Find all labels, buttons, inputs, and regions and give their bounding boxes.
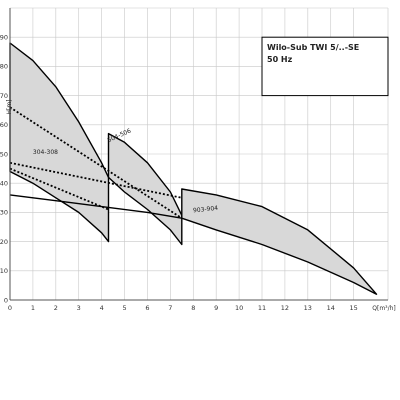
y-axis-label: H[m] <box>6 99 13 114</box>
tick-labels: 0 1 2 3 4 5 6 7 8 9 10 11 12 13 14 15010203040506070809… <box>0 34 358 313</box>
x-tick-label: 6 <box>145 304 149 312</box>
legend-title: Wilo-Sub TWI 5/..-SE <box>267 43 359 52</box>
bottom-envelope-line <box>9 194 182 219</box>
legend-box: Wilo-Sub TWI 5/..-SE 50 Hz <box>261 36 389 97</box>
x-tick-label: 15 <box>349 304 357 312</box>
x-tick-label: 12 <box>281 304 289 312</box>
x-axis-label: Q[m³/h] <box>372 305 395 312</box>
x-tick-label: 2 <box>54 304 58 312</box>
y-tick-label: 10 <box>0 267 8 275</box>
x-tick-label: 8 <box>191 304 195 312</box>
y-tick-label: 70 <box>0 92 8 100</box>
x-tick-label: 3 <box>77 304 81 312</box>
x-tick-label: 10 <box>235 304 243 312</box>
series-label-903-904: 903-904 <box>193 205 219 215</box>
series-area-903-904 <box>181 188 378 295</box>
legend-frame <box>261 36 389 97</box>
y-tick-label: 80 <box>0 63 8 71</box>
y-tick-label: 90 <box>0 34 8 42</box>
series-area-304-308 <box>9 42 110 243</box>
y-tick-label: 60 <box>0 121 8 129</box>
x-tick-label: 0 <box>8 304 12 312</box>
y-tick-label: 20 <box>0 238 8 246</box>
x-tick-label: 4 <box>100 304 104 312</box>
dotted-lines <box>9 106 183 219</box>
dotted-line-903-904 <box>9 161 182 199</box>
series-area-504-506 <box>107 132 183 246</box>
x-tick-label: 11 <box>258 304 266 312</box>
x-tick-label: 9 <box>214 304 218 312</box>
dotted-line-304-308 <box>9 167 109 211</box>
series-label-304-308: 304-308 <box>33 149 58 156</box>
y-tick-label: 0 <box>4 296 8 304</box>
x-tick-label: 13 <box>304 304 312 312</box>
x-tick-label: 14 <box>327 304 335 312</box>
axes <box>9 8 388 301</box>
legend-frequency: 50 Hz <box>267 55 293 64</box>
y-tick-label: 30 <box>0 209 8 217</box>
x-tick-label: 7 <box>168 304 172 312</box>
x-tick-label: 1 <box>31 304 35 312</box>
curve-areas <box>9 42 378 295</box>
x-tick-label: 5 <box>122 304 126 312</box>
y-tick-label: 50 <box>0 150 8 158</box>
y-tick-label: 40 <box>0 180 8 188</box>
